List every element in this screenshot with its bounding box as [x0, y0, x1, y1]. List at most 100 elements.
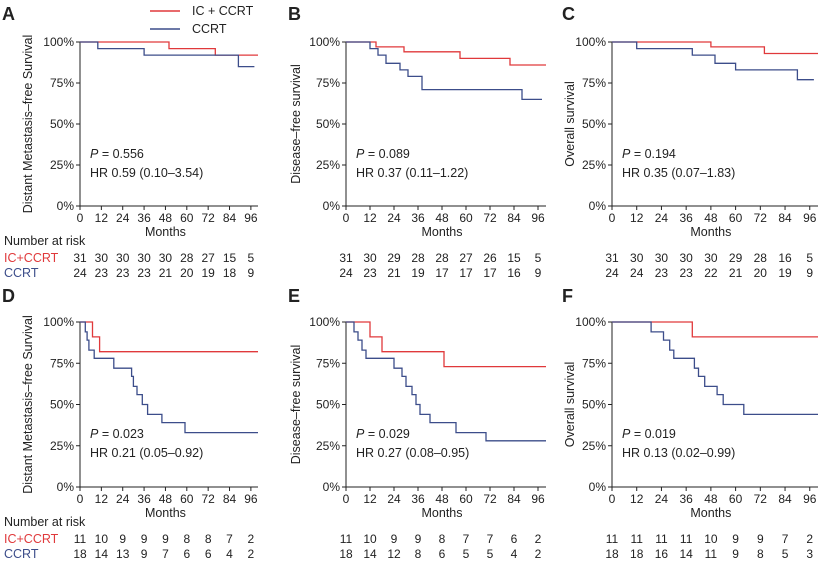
risk-count-ic: 8 [183, 532, 190, 546]
risk-count-ccrt: 11 [705, 547, 718, 561]
risk-count-ic: 27 [459, 251, 473, 265]
x-tick-label: 36 [679, 492, 693, 506]
km-curve-ic-ccrt [346, 321, 546, 368]
risk-count-ic: 5 [248, 251, 255, 265]
y-tick-label: 0% [589, 480, 607, 494]
risk-count-ccrt: 6 [205, 547, 212, 561]
km-curve-ccrt [612, 41, 814, 81]
x-tick-label: 0 [343, 211, 350, 225]
risk-count-ic: 29 [387, 251, 401, 265]
x-tick-label: 60 [729, 211, 743, 225]
risk-count-ccrt: 21 [159, 266, 173, 280]
risk-count-ic: 11 [606, 532, 619, 546]
km-curve-ccrt [612, 321, 818, 416]
y-axis-label: Disease–free survival [289, 345, 303, 465]
x-axis-label: Months [690, 225, 731, 239]
y-tick-label: 0% [57, 199, 75, 213]
risk-count-ccrt: 9 [141, 547, 148, 561]
x-tick-label: 84 [507, 492, 521, 506]
km-curve-ccrt [80, 41, 255, 68]
risk-count-ccrt: 21 [729, 266, 743, 280]
risk-count-ccrt: 6 [439, 547, 446, 561]
risk-count-ic: 30 [116, 251, 130, 265]
x-tick-label: 24 [655, 211, 669, 225]
risk-count-ic: 9 [119, 532, 126, 546]
risk-count-ccrt: 19 [411, 266, 425, 280]
y-tick-label: 100% [309, 315, 340, 329]
x-tick-label: 72 [201, 492, 215, 506]
panel-letter: B [288, 4, 301, 24]
legend-label-ic-ccrt: IC + CCRT [192, 4, 254, 18]
y-tick-label: 50% [316, 398, 340, 412]
risk-count-ccrt: 5 [782, 547, 789, 561]
risk-count-ic: 7 [487, 532, 494, 546]
x-tick-label: 0 [609, 492, 616, 506]
risk-count-ccrt: 14 [95, 547, 109, 561]
risk-count-ic: 11 [340, 532, 353, 546]
risk-count-ic: 28 [180, 251, 194, 265]
panel-a: A 0% 25% 50% 75% 100% 0 12 24 36 48 60 72 84 96 Months D… [2, 4, 258, 280]
x-tick-label: 72 [483, 492, 497, 506]
y-tick-label: 0% [323, 480, 341, 494]
risk-count-ccrt: 13 [116, 547, 130, 561]
x-tick-label: 36 [411, 492, 425, 506]
risk-count-ic: 9 [732, 532, 739, 546]
risk-count-ccrt: 23 [363, 266, 377, 280]
y-tick-label: 50% [50, 117, 74, 131]
y-tick-label: 100% [43, 35, 74, 49]
risk-count-ic: 30 [679, 251, 693, 265]
risk-count-ccrt: 17 [483, 266, 497, 280]
risk-count-ic: 9 [141, 532, 148, 546]
risk-count-ic: 31 [605, 251, 619, 265]
risk-count-ic: 30 [630, 251, 644, 265]
risk-count-ccrt: 4 [511, 547, 518, 561]
risk-count-ccrt: 18 [223, 266, 237, 280]
x-axis-label: Months [690, 506, 731, 520]
x-tick-label: 60 [729, 492, 743, 506]
risk-count-ccrt: 16 [507, 266, 521, 280]
risk-count-ic: 30 [704, 251, 718, 265]
x-tick-label: 48 [159, 211, 173, 225]
risk-count-ccrt: 23 [679, 266, 693, 280]
x-axis-label: Months [422, 225, 463, 239]
risk-count-ic: 5 [535, 251, 542, 265]
risk-count-ccrt: 14 [363, 547, 377, 561]
hazard-ratio: HR 0.21 (0.05–0.92) [90, 446, 203, 460]
y-tick-label: 50% [582, 117, 606, 131]
x-tick-label: 36 [679, 211, 693, 225]
risk-table-title-top: Number at risk [4, 234, 86, 248]
risk-count-ic: 10 [95, 532, 109, 546]
x-tick-label: 24 [116, 211, 130, 225]
x-tick-label: 60 [459, 492, 473, 506]
legend: IC + CCRT CCRT [150, 4, 254, 36]
x-tick-label: 96 [531, 211, 545, 225]
risk-count-ccrt: 9 [535, 266, 542, 280]
x-tick-label: 96 [803, 492, 817, 506]
x-tick-label: 36 [137, 211, 151, 225]
risk-count-ic: 9 [757, 532, 764, 546]
risk-count-ccrt: 19 [201, 266, 215, 280]
x-axis-label: Months [145, 225, 186, 239]
risk-count-ccrt: 20 [180, 266, 194, 280]
x-tick-label: 84 [223, 492, 237, 506]
y-tick-label: 25% [316, 158, 340, 172]
x-tick-label: 12 [363, 492, 377, 506]
x-tick-label: 84 [223, 211, 237, 225]
km-curve-ic-ccrt [346, 41, 546, 66]
x-tick-label: 36 [411, 211, 425, 225]
x-tick-label: 24 [387, 211, 401, 225]
p-value: P = 0.194 [622, 147, 676, 161]
panel-b: B 0% 25% 50% 75% 100% 0 12 24 36 48 60 72 84 96 Months D… [288, 4, 546, 280]
x-tick-label: 60 [459, 211, 473, 225]
risk-count-ic: 9 [391, 532, 398, 546]
risk-count-ic: 5 [806, 251, 813, 265]
y-axis-label: Disease–free survival [289, 64, 303, 184]
risk-count-ic: 9 [162, 532, 169, 546]
risk-count-ccrt: 6 [183, 547, 190, 561]
x-tick-label: 72 [754, 211, 768, 225]
risk-count-ic: 28 [754, 251, 768, 265]
risk-count-ccrt: 5 [487, 547, 494, 561]
x-tick-label: 96 [803, 211, 817, 225]
